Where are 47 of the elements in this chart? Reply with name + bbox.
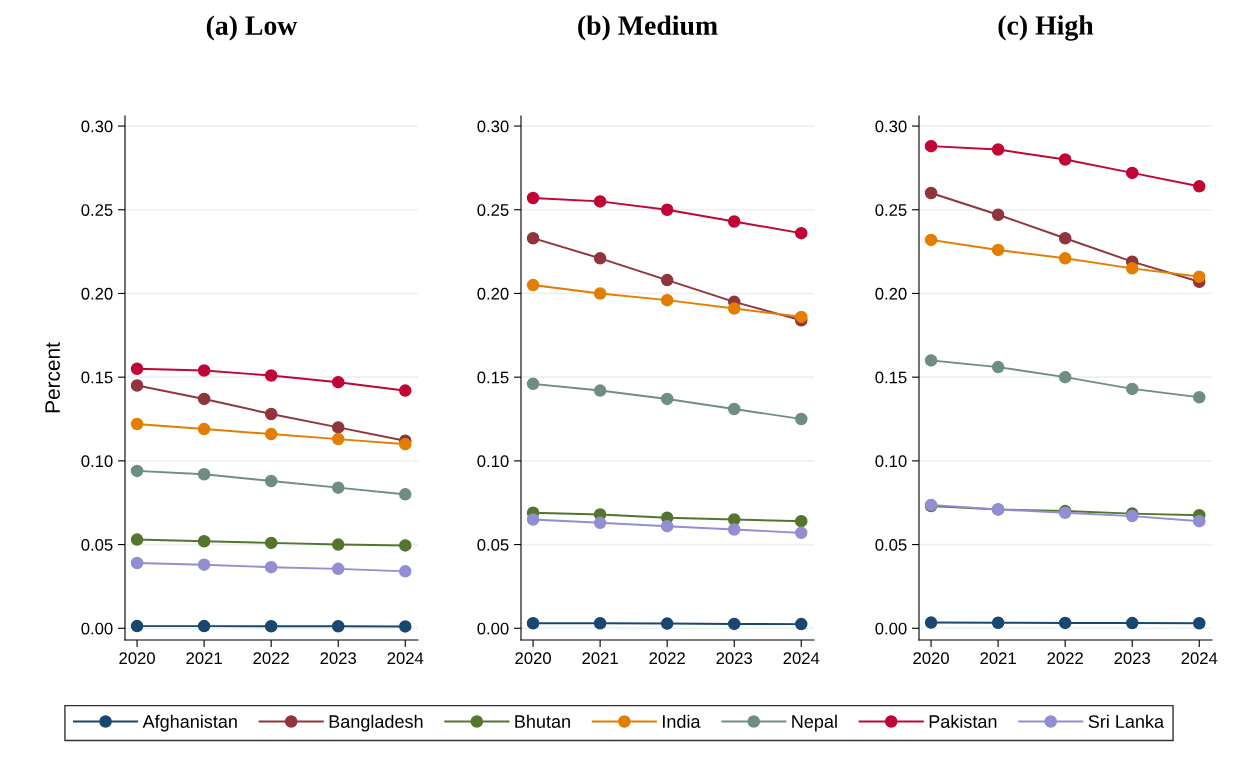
x-tick-label: 2024	[783, 652, 820, 665]
y-tick-label: 0.30	[477, 120, 509, 133]
y-tick-label: 0.10	[875, 455, 907, 468]
x-tick-label: 2022	[1047, 652, 1083, 665]
y-tick-label: 0.30	[81, 120, 113, 133]
chart-title: (a) Low	[206, 15, 298, 41]
chart-title: (b) Medium	[578, 15, 718, 41]
x-tick-label: 2021	[186, 652, 222, 665]
y-tick-label: 0.10	[477, 455, 509, 468]
x-tick-label: 2023	[716, 652, 753, 665]
x-tick-label: 2024	[1181, 652, 1218, 665]
x-tick-label: 2022	[253, 652, 289, 665]
legend-label: India	[663, 714, 701, 728]
legend-label: Bangladesh	[329, 714, 423, 732]
y-tick-label: 0.05	[875, 538, 907, 551]
y-tick-label: 0.25	[477, 204, 509, 216]
x-tick-label: 2023	[320, 652, 357, 665]
y-tick-label: 0.30	[875, 120, 907, 133]
y-tick-label: 0.00	[875, 622, 907, 635]
y-tick-label: 0.00	[81, 622, 113, 635]
y-tick-label: 0.25	[81, 204, 113, 216]
y-tick-label: 0.00	[477, 622, 509, 635]
x-tick-label: 2023	[1114, 652, 1151, 665]
y-tick-label: 0.05	[81, 538, 113, 551]
y-tick-label: 0.15	[81, 371, 113, 384]
legend-label: Nepal	[792, 714, 837, 732]
x-tick-label: 2021	[980, 652, 1016, 665]
legend-label: Sri Lanka	[1088, 714, 1165, 728]
y-tick-label: 0.10	[81, 455, 113, 468]
y-tick-label: 0.25	[875, 204, 907, 216]
legend-label: Afghanistan	[142, 714, 237, 732]
chart-title: (c) High	[998, 15, 1094, 41]
y-axis-title: Percent	[45, 342, 60, 413]
x-tick-label: 2020	[913, 652, 949, 665]
y-tick-label: 0.15	[875, 371, 907, 384]
x-tick-label: 2021	[582, 652, 618, 665]
y-tick-label: 0.20	[875, 287, 907, 300]
y-tick-label: 0.20	[477, 287, 509, 300]
legend-label: Pakistan	[929, 714, 997, 728]
y-tick-label: 0.15	[477, 371, 509, 384]
y-tick-label: 0.05	[477, 538, 509, 551]
x-tick-label: 2022	[649, 652, 685, 665]
x-tick-label: 2020	[515, 652, 551, 665]
x-tick-label: 2020	[119, 652, 155, 665]
legend-label: Bhutan	[515, 714, 570, 728]
y-tick-label: 0.20	[81, 287, 113, 300]
x-tick-label: 2024	[387, 652, 424, 665]
